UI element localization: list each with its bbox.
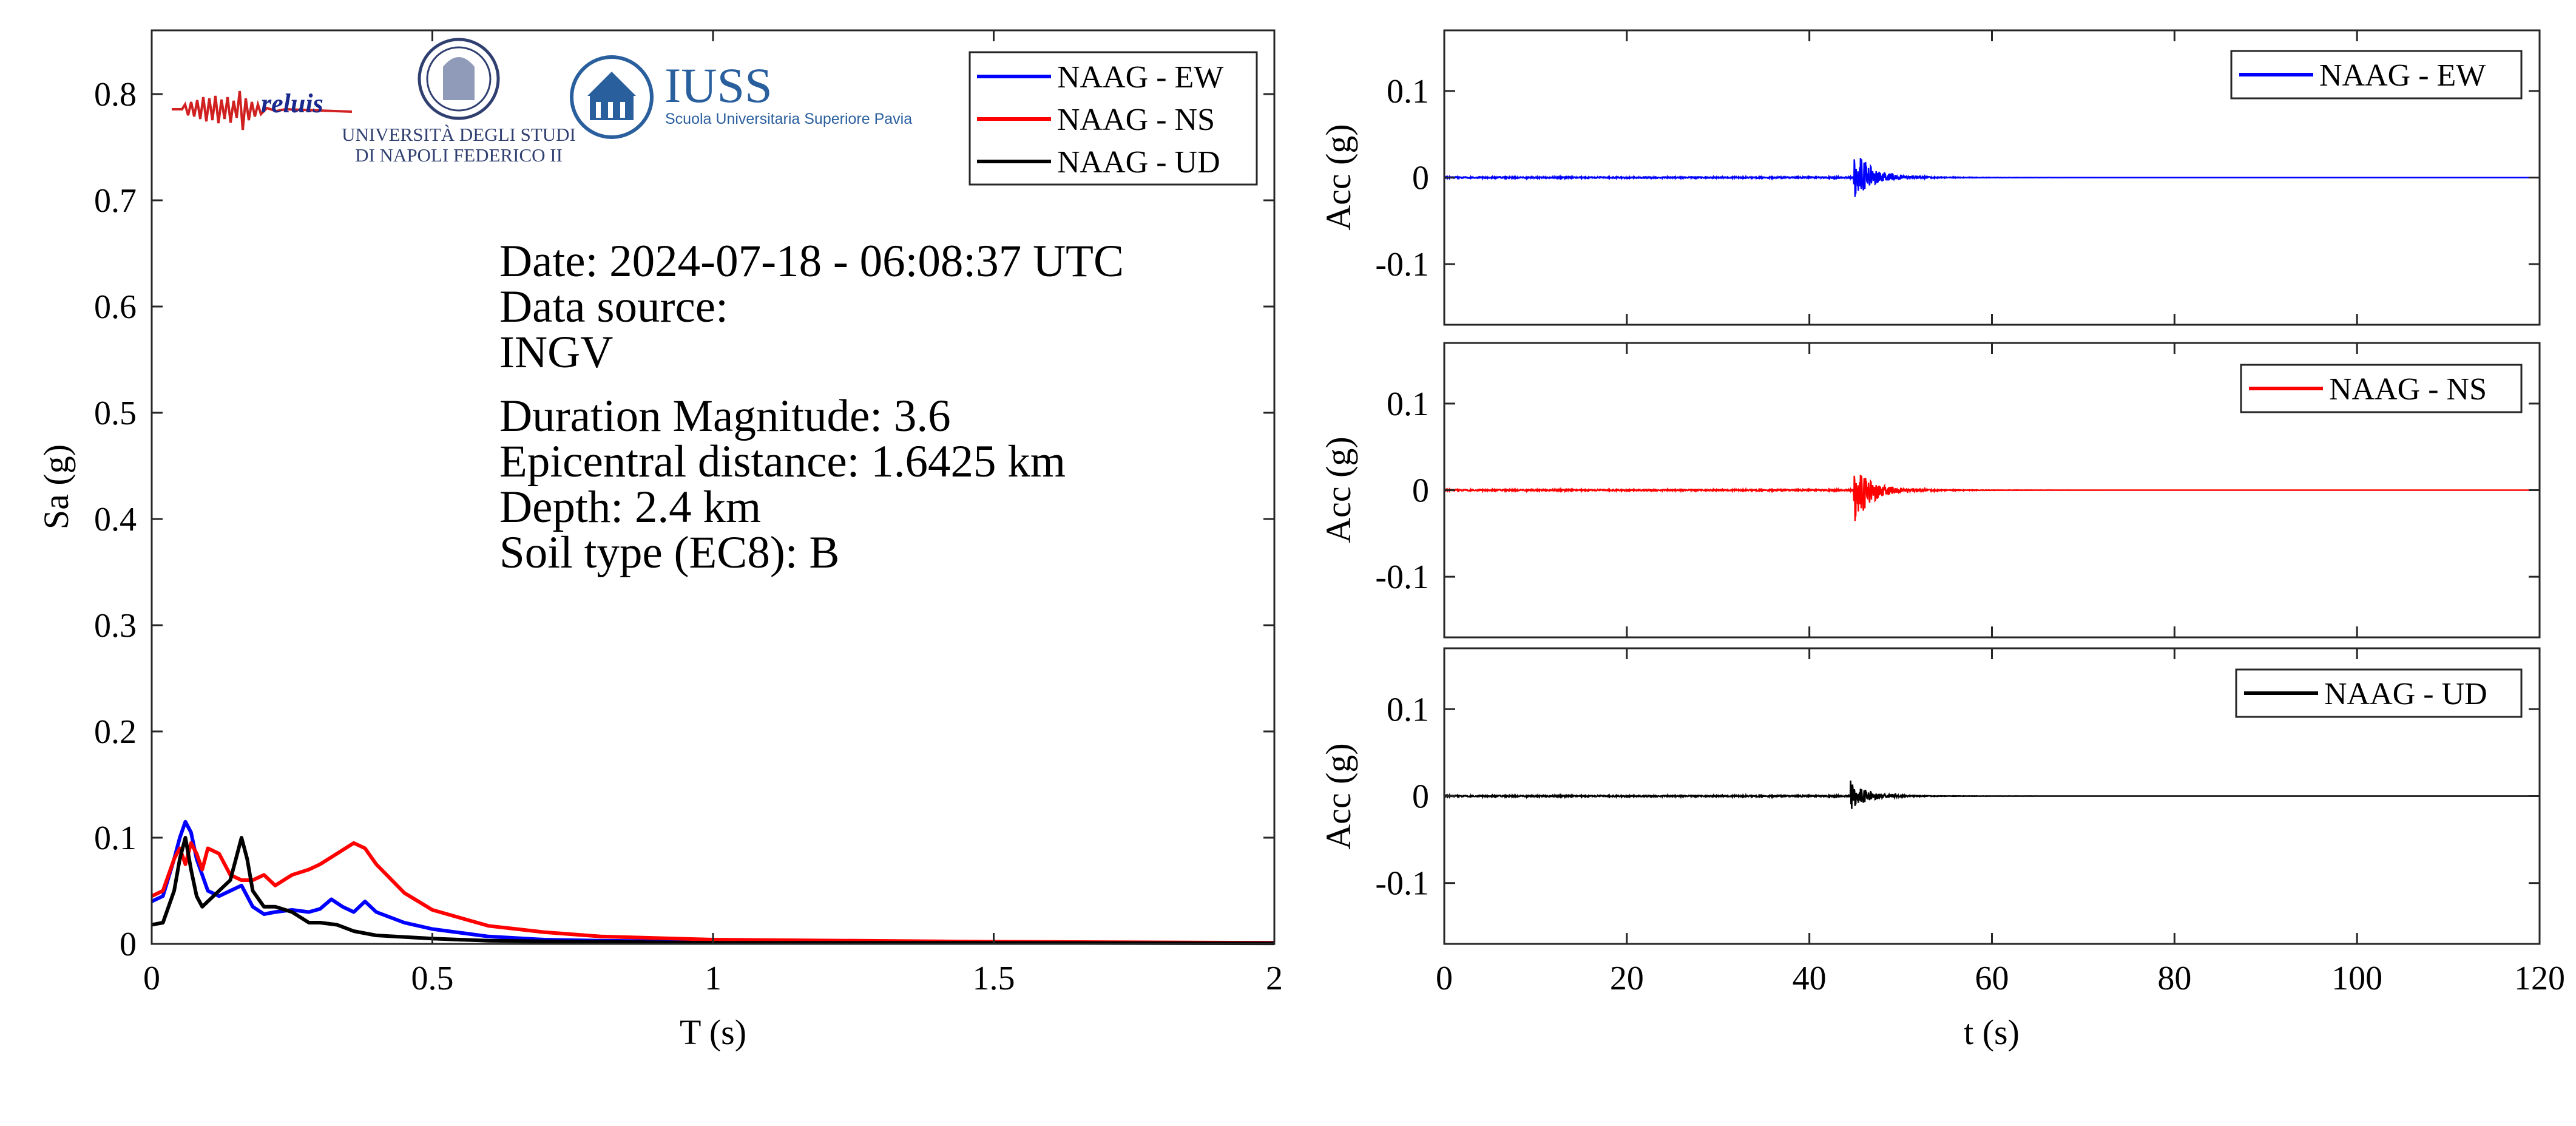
acc-x-axis-label: t (s) [1964,1012,2020,1052]
acc-ud-x-tick-label: 20 [1610,960,1644,997]
acc-ud-trace [1444,780,2540,809]
acc-ew-waveform [1444,158,2540,197]
acc-ns-ticks: 0.1 0 -0.1 [1375,343,2541,637]
acc-ew-trace [1444,158,2540,197]
legend-label-ew: NAAG - EW [1057,60,1223,95]
info-distance: Epicentral distance: 1.6425 km [499,436,1066,487]
spectrum-line-ns [150,841,1275,945]
reluis-waveform [172,90,353,131]
acc-ud-x-tick-label: 60 [1975,960,2009,997]
acc-ns-y-tick-label: -0.1 [1375,558,1429,596]
spectrum-series-group [150,819,1275,946]
acc-ew-panel: 0.1 0 -0.1 Acc (g) NAAG - EW [1319,29,2541,326]
spectrum-x-tick-label: 2 [1266,960,1283,997]
acc-ns-y-axis-label: Acc (g) [1319,436,1358,543]
acc-ns-panel: 0.1 0 -0.1 Acc (g) NAAG - NS [1319,342,2541,639]
acc-ew-y-tick-label: -0.1 [1375,246,1429,283]
unina-line2: DI NAPOLI FEDERICO II [355,144,563,166]
acc-ew-y-axis-label: Acc (g) [1319,124,1358,231]
acc-ud-x-tick-label: 80 [2157,960,2191,997]
acc-ns-trace [1444,475,2540,521]
spectrum-y-tick-label: 0.2 [94,713,137,751]
spectrum-y-tick-label: 0.6 [94,288,137,326]
spectrum-y-tick-label: 0.5 [94,395,137,432]
acc-ud-waveform [1444,780,2540,809]
acc-ud-x-tick-label: 100 [2331,960,2382,997]
spectrum-ticks: 0 0.5 1 1.5 2 0 0.1 0.2 0.3 0.4 0.5 0.6 0.7 0.8 [94,30,1283,997]
spectrum-x-axis-label: T (s) [680,1012,746,1052]
acc-ns-y-tick-label: 0.1 [1387,385,1429,423]
spectrum-line-ew [150,819,1274,945]
info-source-label: Data source: [499,282,728,332]
reluis-logo: reluis [172,89,353,131]
acc-ew-legend-label: NAAG - EW [2319,58,2486,93]
spectrum-y-tick-label: 0 [120,926,137,963]
info-magnitude: Duration Magnitude: 3.6 [499,391,951,441]
acc-ud-y-tick-label: -0.1 [1375,865,1429,903]
iuss-title: IUSS [664,58,772,113]
spectrum-legend: NAAG - EW NAAG - NS NAAG - UD [969,51,1258,186]
spectrum-x-tick-label: 1 [705,960,722,997]
spectrum-x-tick-label: 1.5 [973,960,1015,997]
spectrum-y-tick-label: 0.3 [94,607,137,645]
spectrum-y-axis-label: Sa (g) [36,444,76,529]
spectrum-y-tick-label: 0.7 [94,182,137,220]
unina-logo: UNIVERSITÀ DEGLI STUDI DI NAPOLI FEDERIC… [342,38,576,166]
spectrum-y-tick-label: 0.4 [94,501,137,538]
info-depth: Depth: 2.4 km [499,482,761,532]
acc-ud-x-tick-label: 40 [1793,960,1827,997]
acc-ew-ticks: 0.1 0 -0.1 [1375,30,2541,325]
legend-label-ud: NAAG - UD [1057,145,1220,180]
acc-ud-x-tick-label: 120 [2514,960,2565,997]
reluis-wordmark: reluis [261,89,323,118]
spectrum-chart: 0 0.5 1 1.5 2 0 0.1 0.2 0.3 0.4 0.5 0.6 0.7 0.8 T (s)… [36,29,1283,1052]
acc-ns-y-tick-label: 0 [1412,472,1429,510]
event-info: Date: 2024-07-18 - 06:08:37 UTC Data sou… [499,236,1124,578]
legend-label-ns: NAAG - NS [1057,103,1215,137]
acc-ns-legend-label: NAAG - NS [2329,372,2487,407]
acc-ew-y-tick-label: 0.1 [1387,73,1429,110]
acc-ew-y-tick-label: 0 [1412,160,1429,197]
acc-ud-x-tick-label: 0 [1436,960,1453,997]
info-soil: Soil type (EC8): B [499,527,839,578]
acc-ud-y-tick-label: 0.1 [1387,691,1429,728]
iuss-subtitle: Scuola Universitaria Superiore Pavia [665,110,912,127]
iuss-logo: IUSS Scuola Universitaria Superiore Pavi… [570,55,912,139]
acc-ud-ticks: 0.1 0 -0.1 0 20 40 60 80 100 120 [1375,648,2565,997]
acc-ns-waveform [1444,475,2540,521]
spectrum-y-tick-label: 0.8 [94,76,137,114]
info-date: Date: 2024-07-18 - 06:08:37 UTC [499,236,1124,287]
info-source-value: INGV [499,327,613,378]
spectrum-line-ud [151,836,1275,946]
unina-line1: UNIVERSITÀ DEGLI STUDI [342,124,576,145]
acc-ud-y-tick-label: 0 [1412,778,1429,816]
acc-ud-y-axis-label: Acc (g) [1319,743,1358,850]
acc-ud-legend-label: NAAG - UD [2324,677,2487,711]
spectrum-y-tick-label: 0.1 [94,819,137,857]
spectrum-x-tick-label: 0.5 [411,960,454,997]
spectrum-x-tick-label: 0 [143,960,160,997]
acc-ud-panel: 0.1 0 -0.1 0 20 40 60 80 100 120 Acc (g) t (s) NA… [1319,647,2565,1052]
